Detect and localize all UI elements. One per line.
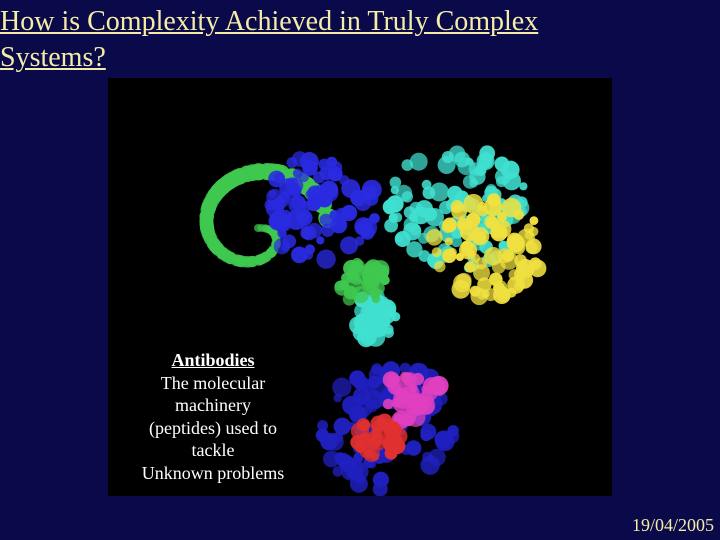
slide-date: 19/04/2005 [632, 515, 714, 536]
caption-heading: Antibodies [171, 350, 254, 370]
image-caption: Antibodies The molecular machinery (pept… [108, 349, 318, 484]
title-line-2: Systems? [0, 42, 106, 73]
caption-line: machinery [175, 395, 251, 415]
title-line-1: How is Complexity Achieved in Truly Comp… [0, 6, 538, 37]
molecule-image: Antibodies The molecular machinery (pept… [108, 78, 612, 496]
slide-title: How is Complexity Achieved in Truly Comp… [0, 0, 720, 77]
caption-line: tackle [192, 440, 235, 460]
caption-line: The molecular [161, 373, 265, 393]
caption-line: Unknown problems [142, 463, 285, 483]
caption-line: (peptides) used to [149, 418, 277, 438]
